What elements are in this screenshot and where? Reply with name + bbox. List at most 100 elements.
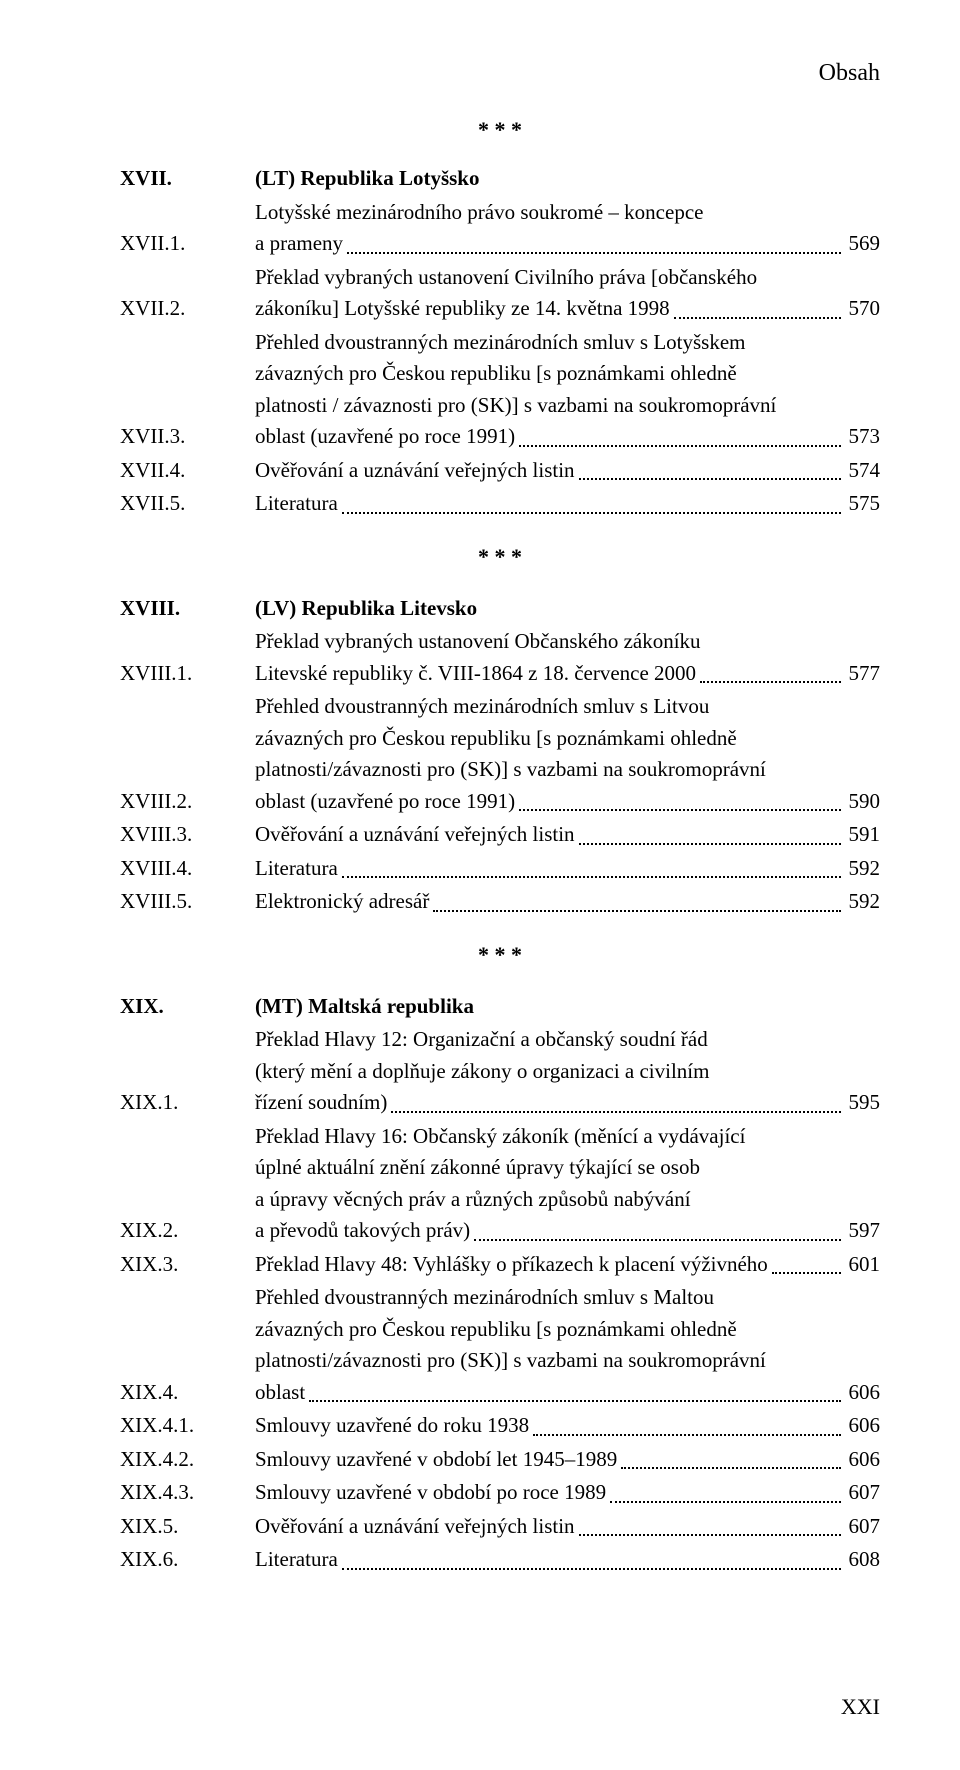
toc-line: Překlad vybraných ustanovení Občanského … bbox=[255, 626, 880, 658]
toc-line: úplné aktuální znění zákonné úpravy týka… bbox=[255, 1152, 880, 1184]
toc-label: XVII.2. bbox=[120, 293, 255, 325]
toc-label: XVIII.3. bbox=[120, 819, 255, 851]
toc-label: XIX.6. bbox=[120, 1544, 255, 1576]
toc-item: XIX.5.Ověřování a uznávání veřejných lis… bbox=[120, 1511, 880, 1543]
toc-text: Lotyšské mezinárodního právo soukromé – … bbox=[255, 197, 703, 229]
toc-text: platnosti/závaznosti pro (SK)] s vazbami… bbox=[255, 754, 766, 786]
toc-text: a úpravy věcných práv a různých způsobů … bbox=[255, 1184, 691, 1216]
toc-line: (LT) Republika Lotyšsko bbox=[255, 163, 880, 195]
toc-line: Literatura 592 bbox=[255, 853, 880, 885]
toc-text: Překlad Hlavy 16: Občanský zákoník (mění… bbox=[255, 1121, 745, 1153]
toc-item: XVIII.4.Literatura592 bbox=[120, 853, 880, 885]
toc-body: Přehled dvoustranných mezinárodních smlu… bbox=[255, 327, 880, 453]
toc-line: Ověřování a uznávání veřejných listin 591 bbox=[255, 819, 880, 851]
toc-item: XIX.4.3.Smlouvy uzavřené v období po roc… bbox=[120, 1477, 880, 1509]
toc-line: Přehled dvoustranných mezinárodních smlu… bbox=[255, 327, 880, 359]
toc-text: platnosti/závaznosti pro (SK)] s vazbami… bbox=[255, 1345, 766, 1377]
toc-text: Ověřování a uznávání veřejných listin bbox=[255, 455, 575, 487]
toc-line: a úpravy věcných práv a různých způsobů … bbox=[255, 1184, 880, 1216]
page-footer: XXI bbox=[841, 1694, 880, 1720]
toc-page: 607 bbox=[845, 1511, 881, 1543]
toc-line: (MT) Maltská republika bbox=[255, 991, 880, 1023]
toc-item: XVII.5.Literatura575 bbox=[120, 488, 880, 520]
toc-dots bbox=[610, 1501, 840, 1503]
toc-dots bbox=[342, 512, 841, 514]
toc-text: Překlad vybraných ustanovení Civilního p… bbox=[255, 262, 757, 294]
toc-label: XVIII.1. bbox=[120, 658, 255, 690]
toc-page: 606 bbox=[845, 1410, 881, 1442]
toc-text: zákoníku] Lotyšské republiky ze 14. květ… bbox=[255, 293, 670, 325]
toc-label: XIX.4. bbox=[120, 1377, 255, 1409]
toc-body: Ověřování a uznávání veřejných listin 574 bbox=[255, 455, 880, 487]
toc-label: XIX. bbox=[120, 991, 255, 1023]
toc-container: XVII.(LT) Republika LotyšskoXVII.1.Lotyš… bbox=[120, 163, 880, 1576]
toc-dots bbox=[433, 910, 840, 912]
toc-text: Smlouvy uzavřené v období po roce 1989 bbox=[255, 1477, 606, 1509]
toc-label: XVIII.5. bbox=[120, 886, 255, 918]
toc-text: Ověřování a uznávání veřejných listin bbox=[255, 1511, 575, 1543]
toc-page: 592 bbox=[845, 853, 881, 885]
toc-page: 577 bbox=[845, 658, 881, 690]
toc-dots bbox=[519, 445, 840, 447]
toc-body: (LV) Republika Litevsko bbox=[255, 593, 880, 625]
toc-page: 574 bbox=[845, 455, 881, 487]
toc-body: Elektronický adresář592 bbox=[255, 886, 880, 918]
toc-page: 592 bbox=[845, 886, 881, 918]
toc-line: Literatura608 bbox=[255, 1544, 880, 1576]
toc-body: (MT) Maltská republika bbox=[255, 991, 880, 1023]
toc-line: platnosti / závaznosti pro (SK)] s vazba… bbox=[255, 390, 880, 422]
toc-body: Přehled dvoustranných mezinárodních smlu… bbox=[255, 691, 880, 817]
toc-line: Ověřování a uznávání veřejných listin 607 bbox=[255, 1511, 880, 1543]
toc-body: Literatura 592 bbox=[255, 853, 880, 885]
toc-text: Litevské republiky č. VIII-1864 z 18. če… bbox=[255, 658, 696, 690]
toc-item: XVII.3.Přehled dvoustranných mezinárodní… bbox=[120, 327, 880, 453]
toc-body: Literatura575 bbox=[255, 488, 880, 520]
toc-body: (LT) Republika Lotyšsko bbox=[255, 163, 880, 195]
toc-body: Smlouvy uzavřené v období let 1945–19896… bbox=[255, 1444, 880, 1476]
toc-dots bbox=[533, 1434, 840, 1436]
toc-text: řízení soudním) bbox=[255, 1087, 387, 1119]
toc-line: řízení soudním)595 bbox=[255, 1087, 880, 1119]
toc-text: Literatura bbox=[255, 853, 338, 885]
toc-item: XIX.2. Překlad Hlavy 16: Občanský zákoník… bbox=[120, 1121, 880, 1247]
toc-text: oblast (uzavřené po roce 1991) bbox=[255, 421, 515, 453]
toc-label: XVII. bbox=[120, 163, 255, 195]
toc-page: 591 bbox=[845, 819, 881, 851]
toc-dots bbox=[772, 1272, 841, 1274]
toc-line: Překlad Hlavy 48: Vyhlášky o příkazech k… bbox=[255, 1249, 880, 1281]
toc-item: XIX.1.Překlad Hlavy 12: Organizační a ob… bbox=[120, 1024, 880, 1119]
toc-text: Překlad vybraných ustanovení Občanského … bbox=[255, 626, 701, 658]
toc-text: oblast bbox=[255, 1377, 305, 1409]
toc-text: Literatura bbox=[255, 1544, 338, 1576]
toc-text: (MT) Maltská republika bbox=[255, 991, 474, 1023]
section-separator: * * * bbox=[120, 540, 880, 573]
toc-line: zákoníku] Lotyšské republiky ze 14. květ… bbox=[255, 293, 880, 325]
toc-text: Překlad Hlavy 12: Organizační a občanský… bbox=[255, 1024, 708, 1056]
toc-body: Překlad vybraných ustanovení Civilního p… bbox=[255, 262, 880, 325]
toc-line: Elektronický adresář592 bbox=[255, 886, 880, 918]
toc-dots bbox=[519, 809, 840, 811]
toc-body: Smlouvy uzavřené v období po roce 198960… bbox=[255, 1477, 880, 1509]
toc-page: 573 bbox=[845, 421, 881, 453]
toc-line: platnosti/závaznosti pro (SK)] s vazbami… bbox=[255, 754, 880, 786]
toc-line: (který mění a doplňuje zákony o organiza… bbox=[255, 1056, 880, 1088]
toc-label: XVIII.2. bbox=[120, 786, 255, 818]
toc-line: oblast (uzavřené po roce 1991) 573 bbox=[255, 421, 880, 453]
toc-dots bbox=[700, 681, 840, 683]
toc-body: Přehled dvoustranných mezinárodních smlu… bbox=[255, 1282, 880, 1408]
toc-line: Smlouvy uzavřené v období po roce 198960… bbox=[255, 1477, 880, 1509]
toc-dots bbox=[579, 478, 841, 480]
toc-body: Překlad vybraných ustanovení Občanského … bbox=[255, 626, 880, 689]
toc-page: 601 bbox=[845, 1249, 881, 1281]
toc-text: Ověřování a uznávání veřejných listin bbox=[255, 819, 575, 851]
toc-line: Litevské republiky č. VIII-1864 z 18. če… bbox=[255, 658, 880, 690]
toc-label: XIX.2. bbox=[120, 1215, 255, 1247]
toc-line: Přehled dvoustranných mezinárodních smlu… bbox=[255, 1282, 880, 1314]
toc-dots bbox=[309, 1400, 840, 1402]
toc-page: 575 bbox=[845, 488, 881, 520]
toc-line: Překlad Hlavy 16: Občanský zákoník (mění… bbox=[255, 1121, 880, 1153]
toc-page: 590 bbox=[845, 786, 881, 818]
toc-label: XVII.5. bbox=[120, 488, 255, 520]
toc-line: závazných pro Českou republiku [s poznám… bbox=[255, 358, 880, 390]
toc-item: XVII.4.Ověřování a uznávání veřejných li… bbox=[120, 455, 880, 487]
